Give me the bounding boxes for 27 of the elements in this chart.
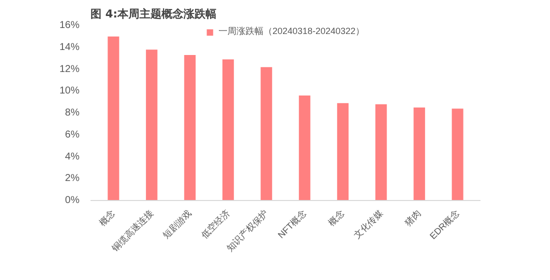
chart-title: 图 4:本周主题概念涨跌幅: [90, 8, 216, 20]
x-tick-label: 低空经济: [199, 208, 232, 240]
y-tick-label: 12%: [59, 64, 80, 75]
y-tick-label: 2%: [65, 173, 80, 184]
x-tick-label: 概念: [97, 208, 117, 228]
y-tick-label: 0%: [65, 195, 80, 206]
legend-label: 一周涨跌幅（20240318-20240322）: [218, 25, 365, 38]
bar: [414, 108, 426, 200]
x-tick-label: 猪肉: [403, 208, 423, 228]
y-tick-label: 14%: [59, 42, 80, 53]
y-tick-label: 8%: [65, 108, 80, 118]
y-tick-label: 16%: [59, 20, 80, 31]
x-tick-label: 短剧游戏: [160, 208, 194, 240]
bar: [337, 103, 349, 200]
bar: [108, 36, 120, 200]
bar: [146, 50, 158, 200]
y-tick-label: 10%: [59, 86, 80, 97]
bar: [375, 104, 387, 200]
x-tick-label: 文化传媒: [352, 208, 385, 240]
x-tick-label: 概念: [326, 208, 346, 228]
bar: [222, 59, 234, 200]
bar: [298, 96, 310, 200]
y-tick-label: 4%: [65, 151, 80, 162]
y-tick-label: 6%: [65, 129, 80, 140]
bar: [260, 67, 272, 200]
bar: [184, 55, 196, 200]
bar: [452, 108, 464, 200]
